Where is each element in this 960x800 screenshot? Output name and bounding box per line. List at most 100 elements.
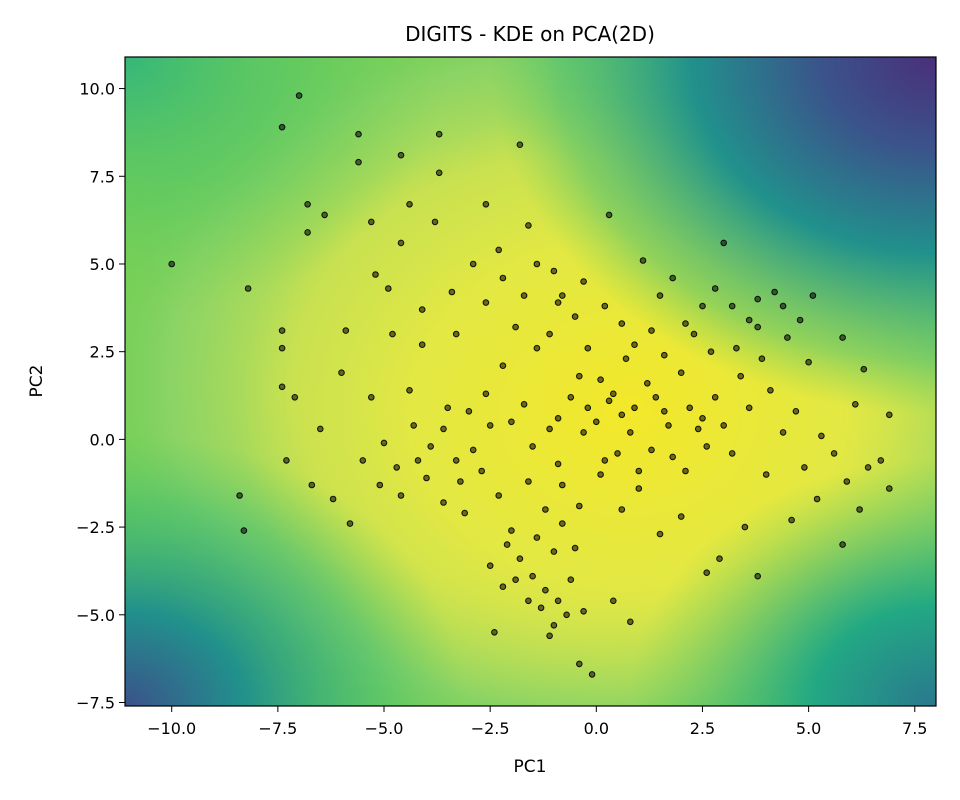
data-point xyxy=(567,576,575,584)
data-point xyxy=(503,541,511,548)
data-point xyxy=(554,299,562,306)
data-point xyxy=(648,446,655,454)
x-tick-label: −2.5 xyxy=(471,719,510,738)
data-point xyxy=(410,422,418,429)
data-point xyxy=(529,443,536,450)
data-point xyxy=(550,267,558,275)
data-point xyxy=(278,344,286,352)
data-point xyxy=(308,481,316,489)
data-point xyxy=(745,404,753,412)
data-point xyxy=(792,408,800,415)
data-point xyxy=(372,271,379,278)
data-point xyxy=(295,92,303,99)
data-point xyxy=(635,485,643,492)
data-point xyxy=(482,299,490,306)
data-point xyxy=(580,429,587,436)
data-point xyxy=(762,471,770,478)
data-point xyxy=(677,369,685,377)
data-point xyxy=(304,229,311,236)
x-tick-label: −5.0 xyxy=(365,719,404,738)
y-tick-label: −2.5 xyxy=(76,518,115,537)
data-point xyxy=(525,478,532,485)
data-point xyxy=(546,425,553,433)
data-point xyxy=(469,260,477,268)
data-point xyxy=(801,464,808,471)
data-point xyxy=(355,130,362,138)
data-point xyxy=(482,201,490,208)
data-point xyxy=(733,344,740,352)
data-point xyxy=(669,453,677,461)
data-point xyxy=(418,341,426,349)
data-point xyxy=(716,555,723,563)
data-point xyxy=(661,351,668,359)
data-point xyxy=(886,485,893,492)
data-point xyxy=(529,572,536,580)
data-point xyxy=(767,387,774,394)
data-point xyxy=(508,418,515,426)
data-point xyxy=(771,288,778,296)
data-point xyxy=(610,597,617,605)
data-point xyxy=(495,492,503,499)
data-point xyxy=(435,130,443,138)
data-point xyxy=(397,492,405,499)
data-point xyxy=(699,415,706,422)
data-point xyxy=(571,313,579,320)
y-tick-label: 10.0 xyxy=(79,80,115,99)
data-point xyxy=(385,285,392,292)
data-point xyxy=(533,260,541,268)
data-point xyxy=(639,257,647,264)
data-point xyxy=(856,506,863,513)
data-point xyxy=(830,450,838,457)
data-point xyxy=(397,239,405,247)
data-point xyxy=(495,246,503,254)
data-point xyxy=(631,341,638,349)
data-point xyxy=(779,302,787,310)
data-point xyxy=(355,158,362,166)
y-tick-label: 2.5 xyxy=(90,343,115,362)
x-tick-label: 5.0 xyxy=(796,719,821,738)
data-point xyxy=(559,520,566,527)
data-point xyxy=(448,288,456,296)
data-point xyxy=(610,390,617,398)
data-point xyxy=(720,422,728,429)
data-point xyxy=(877,457,885,464)
plot-frame xyxy=(124,56,937,707)
data-point xyxy=(796,316,804,324)
data-point xyxy=(516,141,524,148)
data-point xyxy=(499,274,507,282)
data-point xyxy=(317,425,324,433)
data-point xyxy=(784,334,791,341)
data-point xyxy=(813,495,821,503)
data-point xyxy=(618,320,626,327)
data-point xyxy=(542,506,549,513)
data-point xyxy=(418,306,426,313)
data-point xyxy=(554,415,562,422)
y-tick-label: 5.0 xyxy=(90,255,115,274)
data-point xyxy=(627,618,634,626)
data-point xyxy=(703,443,711,450)
data-point xyxy=(508,527,515,534)
data-point xyxy=(461,509,469,517)
chart-title: DIGITS - KDE on PCA(2D) xyxy=(405,22,655,46)
data-point xyxy=(559,292,566,299)
data-point xyxy=(452,330,460,338)
data-point xyxy=(520,401,528,408)
data-point xyxy=(423,474,430,482)
data-point xyxy=(580,278,587,285)
data-point xyxy=(614,450,621,457)
plot-area xyxy=(125,57,936,706)
data-point xyxy=(571,544,579,552)
data-point xyxy=(244,285,252,292)
data-point xyxy=(444,404,452,412)
kde-density-background xyxy=(125,57,936,706)
data-point xyxy=(656,292,664,299)
data-point xyxy=(711,394,719,401)
data-point xyxy=(321,211,328,219)
data-point xyxy=(661,408,668,415)
data-point xyxy=(711,285,719,292)
data-point xyxy=(546,632,553,640)
data-point xyxy=(469,446,477,454)
data-point xyxy=(406,387,413,394)
data-point xyxy=(656,530,664,538)
data-point xyxy=(283,457,290,464)
